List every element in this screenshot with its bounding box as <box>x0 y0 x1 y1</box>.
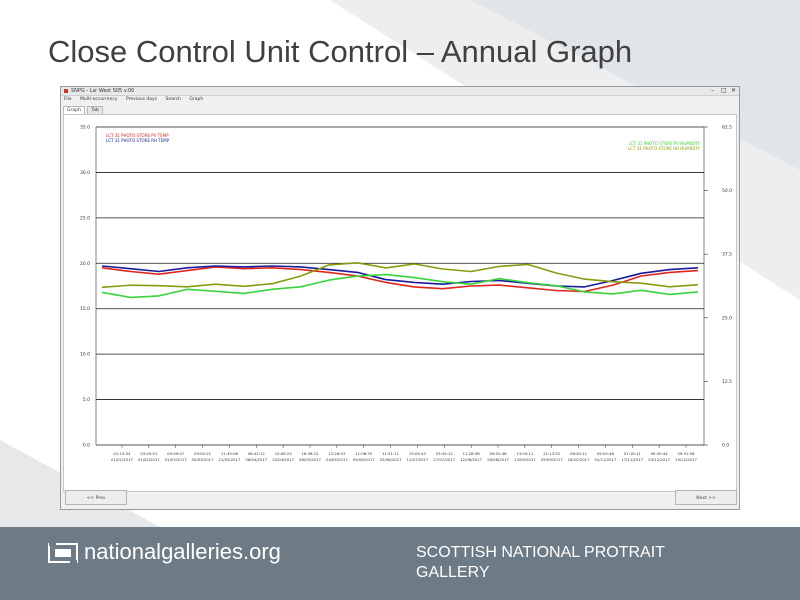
title-bar: SNPG - Lsr West S05 v.00 – □ ✕ <box>61 87 739 96</box>
x-tick-label-time: 09:51:56 <box>677 451 695 456</box>
x-tick-label-date: 29/09/2017 <box>541 457 563 462</box>
series-line-4 <box>101 262 699 289</box>
left-tick-label: 30.0 <box>80 170 90 176</box>
left-tick-label: 5.0 <box>83 397 90 403</box>
x-tick-label-time: 08:42:12 <box>248 451 266 456</box>
x-tick-label-date: 01/03/2017 <box>165 457 187 462</box>
x-tick-label-time: 13:05:43 <box>409 451 427 456</box>
footer-gallery-name: SCOTTISH NATIONAL PROTRAIT GALLERY <box>416 544 665 581</box>
x-tick-label-time: 11:51:11 <box>382 451 400 456</box>
x-tick-label-time: 16:36:12 <box>301 451 319 456</box>
footer <box>0 527 800 600</box>
left-tick-label: 20.0 <box>80 261 90 267</box>
right-tick-label: 37.5 <box>722 252 732 258</box>
x-tick-label-date: 01/02/2017 <box>138 457 160 462</box>
x-tick-label-date: 27/07/2017 <box>433 457 455 462</box>
left-tick-label: 10.0 <box>80 352 90 358</box>
tab-secondary[interactable]: Tab <box>87 106 103 114</box>
menu-item-search[interactable]: Search <box>165 97 181 102</box>
next-button[interactable]: Next >> <box>675 490 737 505</box>
x-tick-label-time: 01:13:54 <box>113 451 131 456</box>
legend-right-entry: LCT 31 PHOTO STORE RH HUMIDITY <box>628 146 701 151</box>
chart-panel: 0.0 5.0 10.0 15.0 20.0 25.0 30.0 35.0 0.0 12.5 25.… <box>63 114 737 492</box>
x-tick-label-time: 03:45:12 <box>436 451 454 456</box>
x-tick-label-date: 11/07/2017 <box>406 457 428 462</box>
x-tick-label-time: 09:02:48 <box>489 451 507 456</box>
x-tick-label-date: 12/08/2017 <box>460 457 482 462</box>
tab-graph[interactable]: Graph <box>63 106 85 114</box>
app-window: SNPG - Lsr West S05 v.00 – □ ✕ File Mult… <box>60 86 740 510</box>
left-tick-label: 0.0 <box>83 443 90 449</box>
left-tick-label: 35.0 <box>80 125 90 131</box>
right-tick-label: 12.5 <box>722 379 732 385</box>
slide-title: Close Control Unit Control – Annual Grap… <box>48 34 633 69</box>
prev-button[interactable]: << Prev <box>65 490 127 505</box>
x-tick-label-date: 09/06/2017 <box>353 457 375 462</box>
x-tick-label-time: 11:45:08 <box>221 451 239 456</box>
x-tick-label-time: 10:06:23 <box>275 451 293 456</box>
right-tick-label: 50.0 <box>722 188 732 194</box>
minimize-icon[interactable]: – <box>711 87 714 94</box>
x-tick-label-time: 05:09:47 <box>167 451 185 456</box>
series-line-1 <box>101 266 699 293</box>
footer-domain: nationalgalleries.org <box>84 539 281 564</box>
right-tick-label: 25.0 <box>722 315 732 321</box>
x-tick-label-date: 28/08/2017 <box>487 457 509 462</box>
series-line-3 <box>101 273 699 299</box>
x-tick-label-date: 24/05/2017 <box>326 457 348 462</box>
close-icon[interactable]: ✕ <box>731 87 737 94</box>
x-tick-label-date: 06/04/2017 <box>245 457 267 462</box>
x-tick-label-time: 21:13:52 <box>543 451 561 456</box>
x-tick-label-date: 01/11/2017 <box>594 457 616 462</box>
legend-left-entry: LCT 31 PHOTO STORE RH TEMP <box>106 138 170 143</box>
x-tick-label-date: 17/11/2017 <box>621 457 643 462</box>
right-tick-label: 62.5 <box>722 125 732 131</box>
tab-strip: Graph Tab <box>63 106 104 114</box>
app-icon <box>64 89 68 93</box>
x-tick-label-time: 05:04:46 <box>597 451 615 456</box>
x-tick-label-date: 22/04/2017 <box>272 457 294 462</box>
x-tick-label-date: 16/10/2017 <box>568 457 590 462</box>
window-title: SNPG - Lsr West S05 v.00 <box>71 88 135 94</box>
maximize-icon[interactable]: □ <box>721 87 727 94</box>
left-tick-label: 25.0 <box>80 215 90 221</box>
x-tick-label-date: 08/05/2017 <box>299 457 321 462</box>
x-tick-label-time: 09:05:21 <box>194 451 212 456</box>
right-tick-label: 0.0 <box>722 443 729 449</box>
x-tick-label-date: 13/09/2017 <box>514 457 536 462</box>
x-tick-label-date: 05/03/2017 <box>192 457 214 462</box>
x-tick-label-time: 11:08:33 <box>355 451 373 456</box>
left-tick-label: 15.0 <box>80 306 90 312</box>
x-tick-label-time: 11:28:36 <box>463 451 481 456</box>
annual-chart: 0.0 5.0 10.0 15.0 20.0 25.0 30.0 35.0 0.0 12.5 25.… <box>80 125 732 463</box>
x-tick-label-date: 01/01/2017 <box>111 457 133 462</box>
menu-item-multi-occurrency[interactable]: Multi-occurrency <box>79 97 118 102</box>
menu-item-graph[interactable]: Graph <box>189 97 204 102</box>
x-tick-label-date: 21/03/2017 <box>218 457 240 462</box>
x-tick-label-time: 08:40:11 <box>570 451 588 456</box>
menu-item-previous-days[interactable]: Previous days <box>125 97 158 102</box>
x-tick-label-date: 03/12/2017 <box>648 457 670 462</box>
menu-item-file[interactable]: File <box>64 97 72 102</box>
menu-bar: File Multi-occurrency Previous days Sear… <box>61 96 739 103</box>
x-tick-label-time: 12:28:03 <box>328 451 346 456</box>
national-galleries-logo-icon <box>48 542 78 564</box>
x-tick-label-date: 25/06/2017 <box>380 457 402 462</box>
series-line-2 <box>101 265 699 288</box>
legend-left-entry: LCT 31 PHOTO STORE PV TEMP <box>106 133 169 138</box>
x-tick-label-time: 03:45:51 <box>140 451 158 456</box>
x-tick-label-time: 06:30:44 <box>651 451 669 456</box>
legend-right-entry: LCT 31 PHOTO STORE PV HUMIDITY <box>629 141 701 146</box>
x-tick-label-date: 19/12/2017 <box>675 457 697 462</box>
x-tick-label-time: 01:18:11 <box>624 451 642 456</box>
x-tick-label-time: 13:04:11 <box>516 451 534 456</box>
